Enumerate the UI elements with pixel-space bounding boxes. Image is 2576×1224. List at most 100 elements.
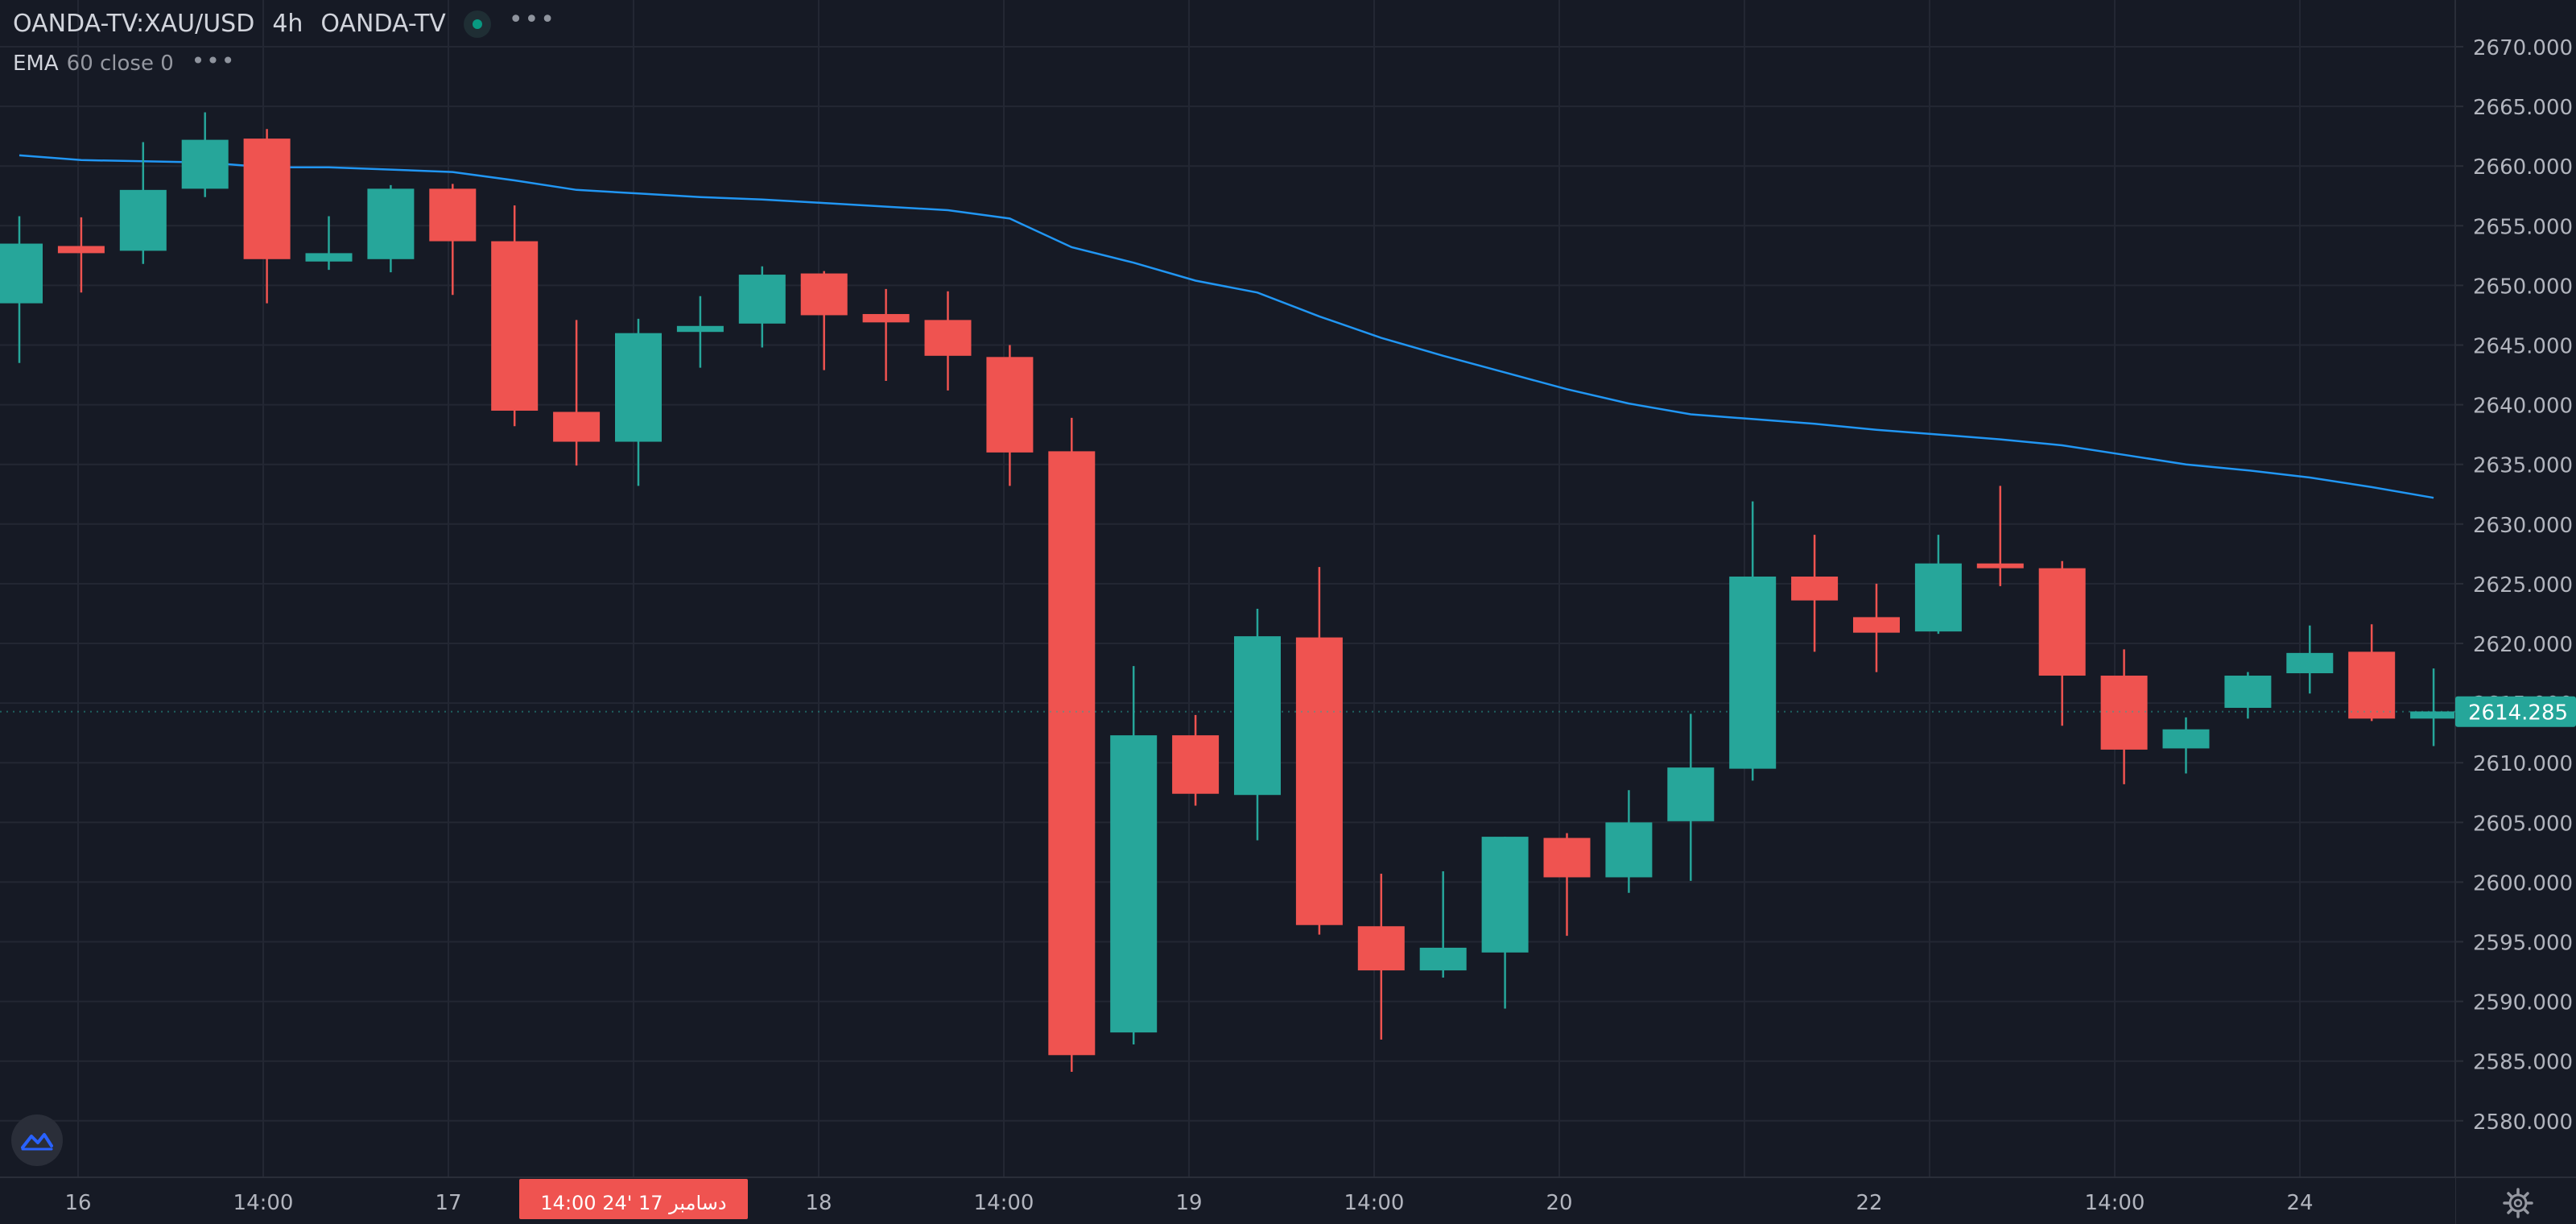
candles [0, 112, 2458, 1073]
candle-up [1667, 713, 1715, 881]
time-label: 24 [2286, 1191, 2313, 1215]
candle-up [615, 318, 662, 486]
live-status-dot-icon[interactable] [463, 10, 491, 38]
candle-up [1729, 501, 1777, 781]
candle-up [305, 216, 353, 271]
candle-body [1853, 617, 1900, 633]
price-label: 2660.000 [2473, 155, 2573, 180]
price-label: 2665.000 [2473, 96, 2573, 120]
candle-body [676, 325, 724, 333]
candle-body [1976, 563, 2024, 569]
candle-body [429, 188, 477, 242]
candle-body [1048, 451, 1096, 1056]
candle-up [2286, 625, 2334, 694]
interval-label[interactable]: 4h [272, 10, 303, 38]
price-label: 2595.000 [2473, 932, 2573, 956]
candle-body [1791, 577, 1839, 601]
time-label: 17 [435, 1191, 461, 1215]
candle-body [2224, 676, 2272, 709]
candle-up [2162, 717, 2210, 774]
candle-body [2038, 568, 2086, 676]
price-label: 2630.000 [2473, 514, 2573, 538]
candle-up [1605, 790, 1653, 893]
candle-up [1234, 609, 1281, 841]
candle-up [1110, 666, 1158, 1044]
candle-up [738, 266, 786, 348]
candle-body [2162, 729, 2210, 749]
candle-down [1172, 714, 1220, 806]
candle-down [1853, 583, 1900, 672]
candle-body [181, 139, 229, 189]
candle-down [243, 129, 291, 304]
candle-up [367, 184, 415, 273]
time-label: 14:00 [233, 1191, 294, 1215]
time-label: 20 [1546, 1191, 1572, 1215]
candle-body [0, 243, 43, 304]
candle-down [1543, 833, 1591, 937]
chart-grid [0, 0, 2455, 1177]
candle-down [2100, 649, 2148, 784]
candle-down [2038, 560, 2086, 726]
candle-down [924, 291, 972, 391]
indicator-more-horizontal-icon[interactable]: ••• [191, 47, 237, 74]
candle-body [2286, 652, 2334, 674]
candle-body [305, 253, 353, 262]
candle-down [1791, 535, 1839, 652]
candle-down [862, 288, 910, 381]
candle-up [2224, 672, 2272, 719]
candle-body [1295, 637, 1343, 925]
candle-up [1419, 871, 1467, 978]
more-horizontal-icon[interactable]: ••• [508, 6, 556, 34]
current-price-label-bg [2455, 696, 2576, 727]
price-label: 2645.000 [2473, 335, 2573, 359]
candle-body [2100, 676, 2148, 750]
price-label: 2610.000 [2473, 752, 2573, 776]
candle-body [1419, 947, 1467, 971]
price-label: 2590.000 [2473, 991, 2573, 1015]
price-label: 2580.000 [2473, 1110, 2573, 1135]
candle-body [1357, 926, 1405, 971]
candle-up [0, 216, 43, 363]
candle-down [429, 184, 477, 296]
price-label: 2655.000 [2473, 215, 2573, 239]
tradingview-logo-icon[interactable] [11, 1114, 63, 1166]
candle-down [1976, 486, 2024, 586]
price-label: 2625.000 [2473, 573, 2573, 598]
candle-down [1048, 417, 1096, 1073]
time-label: 18 [805, 1191, 832, 1215]
candle-down [986, 345, 1034, 486]
time-label: 22 [1856, 1191, 1882, 1215]
candle-up [119, 142, 167, 264]
time-label: 14:00 [1344, 1191, 1405, 1215]
candle-body [119, 189, 167, 251]
candle-body [615, 333, 662, 442]
ema-line-path [19, 154, 2434, 499]
candle-body [2410, 711, 2458, 719]
candle-down [553, 320, 601, 466]
candle-down [491, 205, 539, 427]
price-label: 2620.000 [2473, 633, 2573, 657]
price-axis-background [2455, 0, 2576, 1224]
crosshair-time-label-bg [519, 1179, 748, 1219]
candle-down [2348, 624, 2396, 722]
settings-gear-icon[interactable] [2502, 1187, 2534, 1219]
candle-body [1110, 735, 1158, 1033]
time-label: 14:00 [2085, 1191, 2145, 1215]
candle-up [1914, 535, 1962, 635]
price-label: 2585.000 [2473, 1051, 2573, 1075]
candle-down [800, 271, 848, 370]
time-axis[interactable]: 16 14:00 17 18 14:00 19 14:00 20 22 14:00 24 14:00 … [0, 1176, 2576, 1224]
symbol-name[interactable]: OANDA-TV:XAU/USD [13, 10, 255, 38]
price-label: 2650.000 [2473, 275, 2573, 299]
time-axis-background [0, 1177, 2455, 1224]
candle-body [491, 241, 539, 411]
indicator-params: 60 close 0 [66, 52, 174, 76]
candle-body [1234, 636, 1281, 796]
candle-body [1729, 577, 1777, 769]
ema-line [19, 154, 2434, 499]
candle-body [862, 313, 910, 323]
indicator-name[interactable]: EMA [13, 52, 59, 76]
candle-body [2348, 651, 2396, 719]
